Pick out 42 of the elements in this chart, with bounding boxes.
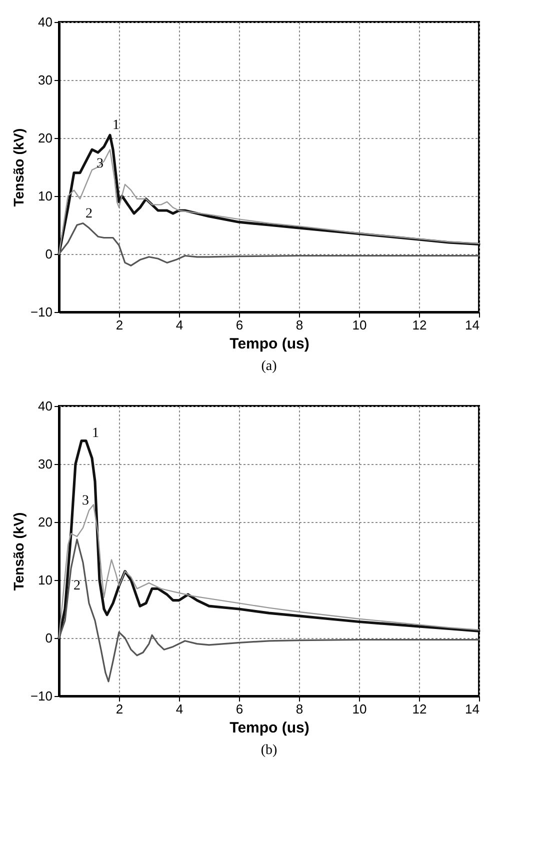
y-tick-label: 0 (45, 246, 52, 262)
line-series (58, 222, 480, 266)
y-tick-label: 20 (38, 130, 52, 146)
x-axis-title: Tempo (us) (230, 720, 310, 736)
series-label: 2 (74, 578, 80, 594)
series-label: 1 (92, 426, 99, 441)
x-tick-label: 6 (236, 318, 244, 332)
y-tick-label: 30 (38, 72, 52, 88)
y-tick-label: 10 (38, 188, 52, 204)
series-label: 2 (86, 206, 92, 222)
y-tick-label: −10 (30, 304, 52, 320)
x-tick-label: 14 (465, 318, 480, 332)
x-tick-label: 10 (352, 318, 367, 332)
y-tick-label: 30 (38, 456, 52, 472)
x-tick-label: 14 (465, 702, 480, 716)
x-tick-label: 12 (412, 702, 427, 716)
x-tick-label: 4 (176, 702, 184, 716)
y-tick-label: 10 (38, 572, 52, 588)
y-axis-title: Tensão (kV) (10, 128, 26, 207)
y-tick-label: −10 (30, 688, 52, 704)
series-label: 3 (82, 494, 89, 509)
y-axis-title: Tensão (kV) (10, 512, 26, 591)
x-tick-label: 4 (176, 318, 184, 332)
y-tick-label: 20 (38, 514, 52, 530)
line-series (58, 504, 480, 639)
x-tick-label: 8 (296, 318, 304, 332)
line-series (58, 440, 480, 640)
text: (b) (260, 743, 278, 758)
x-tick-label: 8 (296, 702, 304, 716)
x-tick-label: 6 (236, 702, 244, 716)
line-series (58, 538, 480, 682)
text: (a) (261, 359, 278, 374)
y-tick-label: 0 (45, 630, 52, 646)
x-tick-label: 12 (412, 318, 427, 332)
x-tick-label: 2 (116, 318, 124, 332)
series-label: 1 (112, 118, 120, 134)
x-tick-label: 10 (352, 702, 367, 716)
y-tick-label: 40 (38, 398, 52, 414)
x-axis-title: Tempo (us) (230, 336, 310, 352)
x-tick-label: 2 (116, 702, 124, 716)
y-tick-label: 40 (38, 14, 52, 30)
series-label: 3 (96, 156, 104, 172)
